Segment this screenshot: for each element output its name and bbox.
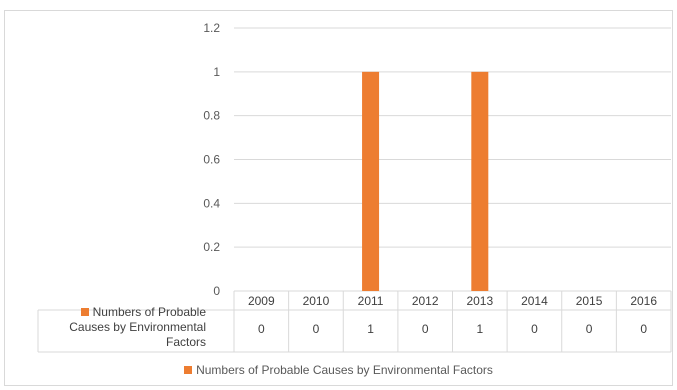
x-category-label: 2009 (248, 294, 275, 308)
y-tick-label: 0.4 (203, 196, 220, 210)
data-table-value: 0 (422, 322, 429, 336)
data-table-value: 0 (640, 322, 647, 336)
bar (362, 71, 380, 291)
chart-frame (4, 10, 673, 386)
x-category-label: 2015 (576, 294, 603, 308)
x-category-label: 2010 (303, 294, 330, 308)
data-table-value: 1 (367, 322, 374, 336)
legend: Numbers of Probable Causes by Environmen… (0, 363, 677, 377)
y-tick-label: 0.8 (203, 109, 220, 123)
y-tick-label: 1.2 (203, 21, 220, 35)
data-table-value: 0 (313, 322, 320, 336)
y-tick-label: 0.6 (203, 153, 220, 167)
data-table-value: 0 (586, 322, 593, 336)
data-table-series-swatch (80, 308, 89, 316)
x-category-label: 2013 (466, 294, 493, 308)
x-category-label: 2012 (412, 294, 439, 308)
x-category-label: 2016 (630, 294, 657, 308)
y-tick-label: 0.2 (203, 240, 220, 254)
x-category-label: 2011 (358, 294, 384, 308)
x-category-label: 2014 (521, 294, 548, 308)
y-tick-label: 1 (213, 65, 220, 79)
data-table-series-name: Numbers of Probable Causes by Environmen… (69, 305, 206, 349)
data-table-value: 0 (258, 322, 265, 336)
data-table-value: 0 (531, 322, 538, 336)
y-tick-label: 0 (213, 284, 220, 298)
legend-swatch (184, 366, 193, 374)
data-table-value: 1 (476, 322, 483, 336)
legend-label: Numbers of Probable Causes by Environmen… (196, 363, 493, 377)
data-table-series-label: Numbers of Probable Causes by Environmen… (38, 305, 206, 349)
bar (471, 71, 489, 291)
